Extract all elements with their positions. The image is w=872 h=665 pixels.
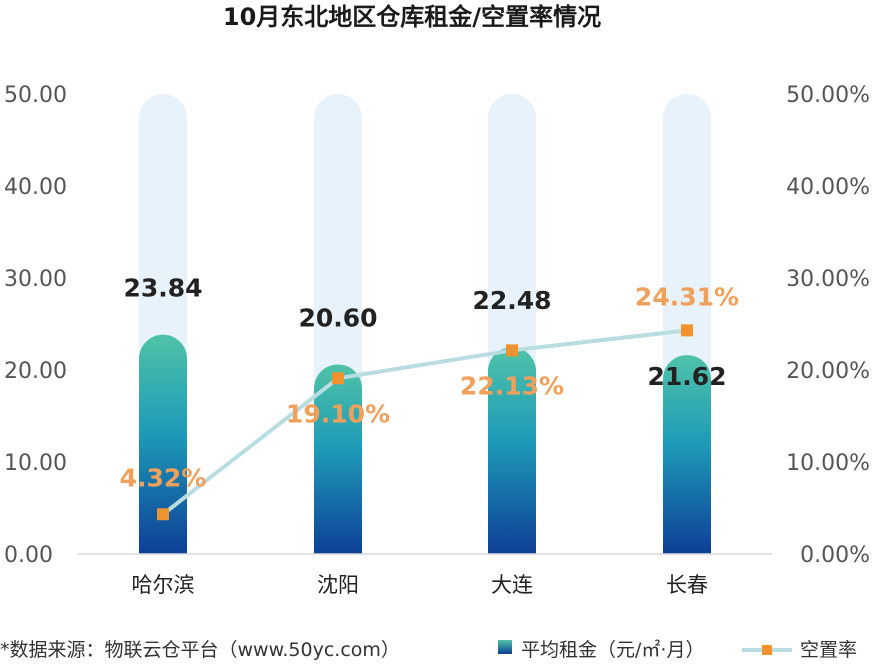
- vacancy-value-label: 24.31%: [635, 282, 739, 311]
- rent-bar: [663, 355, 711, 554]
- y-right-tick-label: 20.00%: [786, 359, 870, 384]
- y-right-tick-label: 30.00%: [786, 267, 870, 292]
- rent-bar: [488, 347, 536, 554]
- y-right-tick-label: 50.00%: [786, 83, 870, 108]
- y-left-tick-label: 20.00: [4, 359, 67, 384]
- vacancy-marker: [681, 324, 693, 337]
- category-label: 沈阳: [317, 573, 359, 597]
- y-left-tick-label: 10.00: [4, 451, 67, 476]
- y-right-tick-label: 40.00%: [786, 175, 870, 200]
- source-note: *数据来源：物联云仓平台（www.50yc.com）: [0, 639, 400, 661]
- rent-value-label: 23.84: [123, 274, 202, 303]
- right-axis: 0.00% 10.00% 20.00% 30.00% 40.00% 50.00%: [786, 83, 870, 568]
- chart-title: 10月东北地区仓库租金/空置率情况: [223, 3, 601, 31]
- vacancy-marker: [332, 372, 344, 385]
- legend-bar-swatch: [498, 640, 512, 654]
- vacancy-value-label: 4.32%: [120, 463, 207, 492]
- category-label: 长春: [666, 573, 708, 597]
- vacancy-value-label: 19.10%: [286, 399, 390, 428]
- category-axis: 哈尔滨 沈阳 大连 长春: [132, 573, 709, 597]
- category-label: 大连: [491, 573, 533, 597]
- y-right-tick-label: 10.00%: [786, 451, 870, 476]
- rent-bar: [314, 364, 362, 554]
- y-left-tick-label: 0.00: [4, 543, 53, 568]
- rent-bar: [139, 334, 187, 554]
- category-label: 哈尔滨: [132, 573, 195, 597]
- vacancy-marker: [157, 508, 169, 521]
- legend-bar-label: 平均租金（元/㎡·月）: [521, 638, 704, 661]
- y-right-tick-label: 0.00%: [800, 543, 870, 568]
- vacancy-line: [161, 328, 688, 516]
- legend: 平均租金（元/㎡·月） 空置率: [498, 638, 857, 661]
- vacancy-value-label: 22.13%: [460, 371, 564, 400]
- bar-series: 23.84 20.60 22.48 21.62: [123, 94, 727, 554]
- rent-value-label: 21.62: [647, 362, 726, 391]
- y-left-tick-label: 50.00: [4, 83, 67, 108]
- y-left-tick-label: 40.00: [4, 175, 67, 200]
- vacancy-line-series: 4.32% 19.10% 22.13% 24.31%: [120, 282, 739, 521]
- y-left-tick-label: 30.00: [4, 267, 67, 292]
- rent-value-label: 22.48: [472, 286, 551, 315]
- legend-line-marker: [762, 645, 772, 655]
- vacancy-marker: [506, 344, 518, 357]
- left-axis: 0.00 10.00 20.00 30.00 40.00 50.00: [4, 83, 67, 568]
- rent-value-label: 20.60: [298, 303, 377, 332]
- legend-line-label: 空置率: [800, 639, 857, 661]
